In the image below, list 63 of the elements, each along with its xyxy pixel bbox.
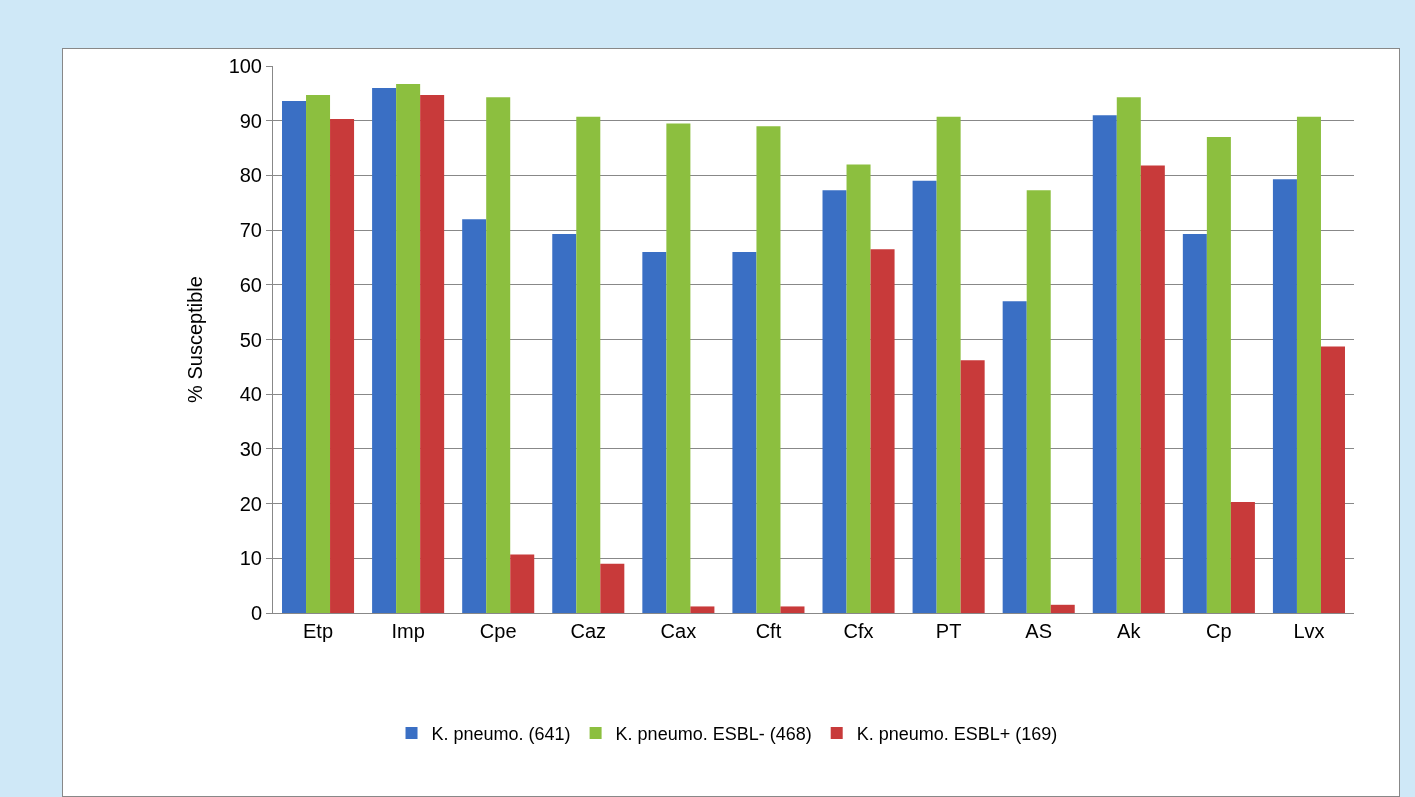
bar (1026, 190, 1051, 613)
x-tick-label: PT (935, 620, 962, 642)
y-tick-label: 40 (239, 383, 262, 406)
bar (846, 164, 871, 613)
y-tick-label: 80 (239, 164, 262, 187)
bar (1140, 165, 1165, 613)
legend-label: K. pneumo. (641) (431, 724, 571, 745)
bar (666, 123, 691, 613)
bar (306, 94, 331, 613)
y-tick-label: 60 (239, 273, 262, 296)
bar (936, 116, 961, 613)
bar (1296, 116, 1321, 613)
bar (330, 119, 355, 613)
y-axis-title: % Susceptible (184, 276, 207, 403)
x-tick-label: Lvx (1293, 620, 1325, 642)
bar (282, 101, 307, 613)
bar (510, 554, 535, 613)
y-tick-label: 30 (239, 437, 262, 460)
y-tick-label: 0 (250, 602, 262, 624)
bar (600, 563, 625, 613)
bar (1092, 115, 1117, 613)
y-tick-label: 20 (239, 492, 262, 515)
bar (396, 84, 421, 613)
bar (1230, 501, 1255, 613)
x-tick-label: Imp (391, 620, 425, 642)
x-tick-label: Etp (303, 620, 334, 642)
bar (690, 606, 715, 613)
bar (420, 94, 445, 613)
bar (870, 249, 895, 613)
bar (912, 180, 937, 613)
bar (732, 251, 757, 613)
bar (1272, 179, 1297, 613)
x-tick-label: Cpe (479, 620, 517, 642)
bar (822, 190, 847, 613)
x-tick-label: Cp (1206, 620, 1232, 642)
bar (780, 606, 805, 613)
x-tick-label: Cfx (843, 620, 874, 642)
bar (1116, 97, 1141, 613)
legend-label: K. pneumo. ESBL+ (169) (856, 724, 1058, 745)
bar (1050, 604, 1075, 613)
x-tick-label: Cft (755, 620, 782, 642)
bar (1182, 233, 1207, 613)
bar (372, 87, 397, 613)
y-tick-label: 100 (228, 55, 262, 77)
bar (960, 360, 985, 613)
legend-label: K. pneumo. ESBL- (468) (615, 724, 812, 745)
y-tick-label: 50 (239, 328, 262, 351)
bar (552, 233, 577, 613)
bar (576, 116, 601, 613)
bar (1320, 346, 1345, 613)
bar (486, 97, 511, 613)
x-tick-label: Ak (1117, 620, 1142, 642)
bar (462, 219, 487, 613)
x-tick-label: Cax (660, 620, 697, 642)
y-tick-label: 90 (239, 109, 262, 132)
x-tick-label: AS (1025, 620, 1053, 642)
bar (1002, 301, 1027, 613)
y-tick-label: 10 (239, 547, 262, 570)
bar (642, 251, 667, 613)
bar (756, 126, 781, 613)
bar (1206, 137, 1231, 613)
y-tick-label: 70 (239, 219, 262, 242)
x-tick-label: Caz (570, 620, 607, 642)
